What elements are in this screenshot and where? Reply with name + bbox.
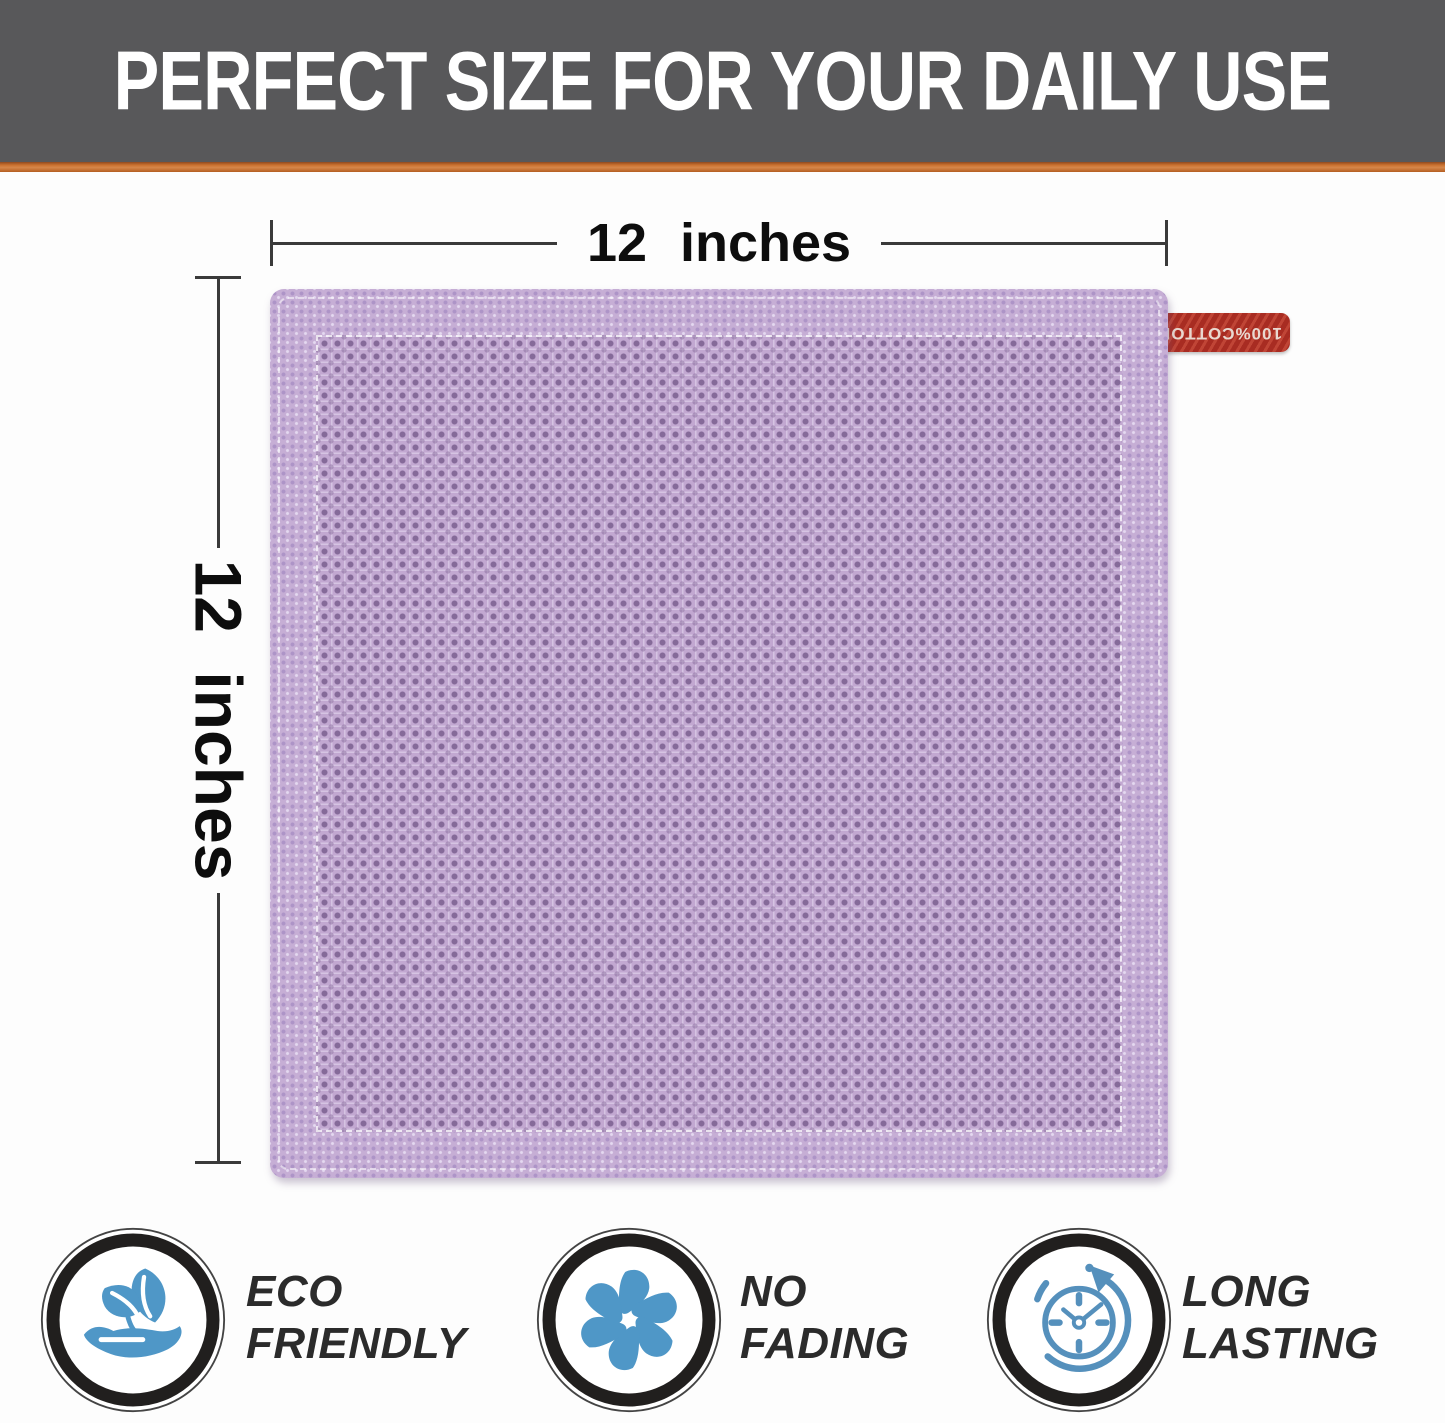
cotton-tag-text: 100%COTTON [1157,323,1282,343]
height-dimension-label: 12 inches [181,559,255,881]
width-dimension-right-tick [1165,220,1169,266]
height-dimension-bottom-tick [195,1161,241,1164]
feature-label-line: FADING [740,1319,910,1368]
feature-label-eco-friendly: ECO FRIENDLY [246,1266,467,1370]
washcloth-waffle-area [316,335,1122,1132]
width-dimension-label: 12 inches [586,213,852,273]
width-dimension: 12 inches [270,216,1169,270]
feature-label-line: NO [740,1267,807,1316]
cotton-tag: 100%COTTON [1150,313,1290,352]
eco-leaf-in-hand-icon [40,1227,226,1413]
header-banner: PERFECT SIZE FOR YOUR DAILY USE [0,0,1445,162]
height-dimension-bottom-line [216,892,220,1161]
feature-label-line: LONG [1182,1267,1312,1316]
accent-strip [0,162,1445,172]
feature-label-line: FRIENDLY [246,1319,467,1368]
water-pinwheel-icon [536,1227,722,1413]
height-dimension-top-tick [195,276,241,279]
washcloth-photo [270,289,1168,1178]
height-dimension-label-wrap: 12 inches [181,548,255,893]
width-dimension-left-tick [270,220,273,266]
feature-label-long-lasting: LONG LASTING [1182,1266,1379,1370]
feature-label-no-fading: NO FADING [740,1266,909,1370]
feature-label-line: LASTING [1182,1319,1379,1368]
feature-label-line: ECO [246,1267,343,1316]
height-dimension-top-line [216,279,220,548]
height-dimension: 12 inches [181,276,255,1164]
width-dimension-left-line [273,241,557,245]
banner-title: PERFECT SIZE FOR YOUR DAILY USE [113,34,1332,128]
width-dimension-right-line [881,241,1166,245]
clock-refresh-icon [986,1227,1172,1413]
